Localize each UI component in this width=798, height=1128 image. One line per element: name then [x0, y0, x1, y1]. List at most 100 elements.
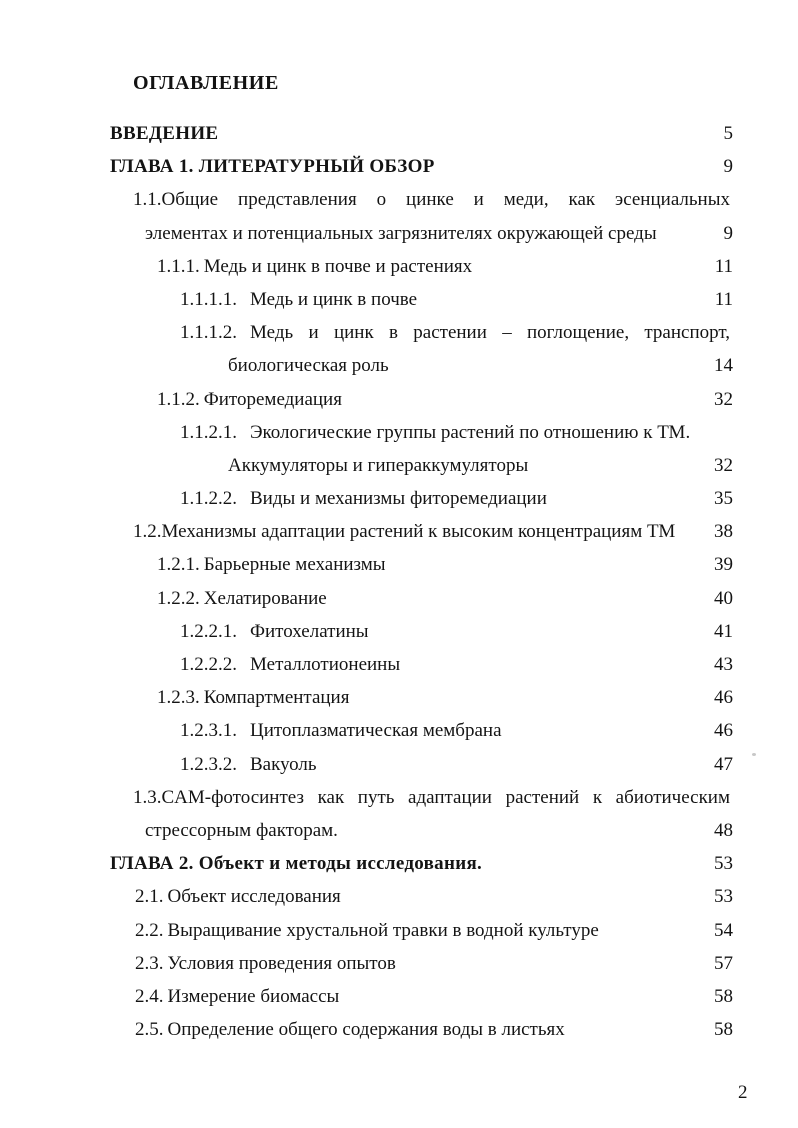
toc-entry-title: Хелатирование	[203, 587, 327, 609]
toc-row-1-3-line2: стрессорным факторам. 48	[0, 814, 798, 847]
toc-entry-title: Виды и механизмы фиторемедиации	[250, 488, 547, 510]
toc-entry-page: 39	[714, 554, 733, 576]
toc-row-1-1-2-1-line2: Аккумуляторы и гипераккумуляторы 32	[0, 449, 798, 482]
toc-entry-title: Измерение биомассы	[167, 985, 340, 1007]
toc-entry-page: 48	[714, 819, 733, 841]
toc-row-2-1: 2.1. Объект исследования 53	[0, 880, 798, 913]
toc-row-2-2: 2.2. Выращивание хрустальной травки в вод…	[0, 914, 798, 947]
toc-row-1-1-2: 1.1.2. Фиторемедиация 32	[0, 383, 798, 416]
toc-row-1-2-3: 1.2.3. Компартментация 46	[0, 681, 798, 714]
toc-entry-page: 11	[714, 288, 733, 310]
toc-entry-number: 1.2.2.	[157, 587, 200, 609]
toc-row-1-1-line2: элементах и потенциальных загрязнителях …	[0, 217, 798, 250]
toc-row-1-1-line1: 1.1.Общие представления о цинке и меди, …	[0, 183, 730, 216]
toc-entry-title: Медь и цинк в растении – поглощение, тра…	[250, 322, 730, 344]
toc-entry-number: 1.2.	[133, 521, 162, 543]
toc-entry-page: 53	[714, 886, 733, 908]
toc-entry-title: Барьерные механизмы	[203, 554, 386, 576]
toc-entry-page: 53	[714, 853, 733, 875]
toc-entry-number: 1.1.2.2.	[180, 488, 237, 510]
toc-entry-page: 54	[714, 919, 733, 941]
toc-entry-number: 1.2.3.	[157, 687, 200, 709]
toc-entry-number: 1.1.2.1.	[180, 421, 237, 443]
toc-entry-page: 46	[714, 720, 733, 742]
toc-entry-title: Выращивание хрустальной травки в водной …	[167, 919, 599, 941]
toc-entry-page: 58	[714, 1019, 733, 1041]
toc-entry-number: 2.4.	[135, 985, 164, 1007]
toc-entry-page: 41	[714, 620, 733, 642]
toc-entry-title: CAM-фотосинтез как путь адаптации растен…	[161, 786, 731, 808]
toc-entry-title: элементах и потенциальных загрязнителях …	[145, 222, 657, 244]
toc-entry-number: 1.1.2.	[157, 388, 200, 410]
toc-heading: ОГЛАВЛЕНИЕ	[133, 72, 279, 94]
toc-row-1-1-1: 1.1.1. Медь и цинк в почве и растениях 11	[0, 250, 798, 283]
toc-entry-number: 1.2.2.2.	[180, 654, 237, 675]
toc-entry-number: 1.2.3.2.	[180, 753, 237, 775]
toc-entry-title: Механизмы адаптации растений к высоким к…	[161, 521, 676, 543]
toc-entry-title: Экологические группы растений по отношен…	[250, 421, 691, 443]
toc-row-1-2-1: 1.2.1. Барьерные механизмы 39	[0, 548, 798, 581]
toc-entry-title: Условия проведения опытов	[167, 952, 396, 974]
toc-row-1-1-1-2-line2: биологическая роль 14	[0, 349, 798, 382]
toc-entry-title: Цитоплазматическая мембрана	[250, 720, 502, 742]
toc-entry-title: ГЛАВА 1. ЛИТЕРАТУРНЫЙ ОБЗОР	[110, 156, 435, 178]
toc-entry-page: 32	[714, 454, 733, 476]
toc-entry-number: 1.1.	[133, 189, 162, 211]
toc-row-1-2-3-1: 1.2.3.1. Цитоплазматическая мембрана 46	[0, 714, 798, 747]
toc-entry-page: 40	[714, 587, 733, 609]
toc-entry-page: 38	[714, 521, 733, 543]
toc-entry-title: Медь и цинк в почве	[250, 288, 418, 310]
scan-speck-artifact	[752, 753, 756, 756]
toc-entry-page: 9	[723, 156, 734, 178]
toc-row-1-1-2-2: 1.1.2.2. Виды и механизмы фиторемедиации 3…	[0, 482, 798, 515]
toc-entry-title: Аккумуляторы и гипераккумуляторы	[228, 454, 529, 476]
page-number: 2	[738, 1082, 748, 1103]
toc-row-2-5: 2.5. Определение общего содержания воды в…	[0, 1013, 798, 1046]
toc-entry-number: 2.5.	[135, 1019, 164, 1041]
toc-entry-title: Общие представления о цинке и меди, как …	[161, 189, 731, 211]
toc-row-1-2-2-1: 1.2.2.1. Фитохелатины 41	[0, 615, 798, 648]
toc-list: ВВЕДЕНИЕ 5 ГЛАВА 1. ЛИТЕРАТУРНЫЙ ОБЗОР 9 1…	[0, 117, 798, 1046]
toc-entry-page: 11	[714, 255, 733, 277]
toc-entry-number: 1.2.3.1.	[180, 720, 237, 742]
toc-entry-title: ВВЕДЕНИЕ	[110, 123, 219, 144]
toc-entry-page: 5	[723, 123, 734, 144]
toc-entry-title: биологическая роль	[228, 355, 389, 377]
toc-row-1-3-line1: 1.3.CAM-фотосинтез как путь адаптации ра…	[0, 781, 730, 814]
toc-row-2-3: 2.3. Условия проведения опытов 57	[0, 947, 798, 980]
toc-row-1-1-1-1: 1.1.1.1. Медь и цинк в почве 11	[0, 283, 798, 316]
toc-entry-title: Определение общего содержания воды в лис…	[167, 1019, 565, 1041]
toc-entry-page: 35	[714, 488, 733, 510]
toc-entry-number: 1.2.2.1.	[180, 620, 237, 642]
toc-entry-page: 58	[714, 985, 733, 1007]
toc-row-1-2: 1.2.Механизмы адаптации растений к высок…	[0, 515, 798, 548]
toc-entry-number: 1.1.1.	[157, 255, 200, 277]
toc-row-chapter-1: ГЛАВА 1. ЛИТЕРАТУРНЫЙ ОБЗОР 9	[0, 150, 798, 183]
toc-row-1-1-2-1-line1: 1.1.2.1. Экологические группы растений по…	[0, 416, 798, 449]
toc-row-1-2-2-2: 1.2.2.2. Металлотионеины 43	[0, 648, 798, 681]
toc-row-1-1-1-2-line1: 1.1.1.2. Медь и цинк в растении – поглоще…	[0, 316, 730, 349]
toc-entry-number: 2.2.	[135, 919, 164, 941]
toc-entry-number: 1.3.	[133, 786, 162, 808]
toc-entry-title: Компартментация	[203, 687, 350, 709]
toc-entry-number: 1.2.1.	[157, 554, 200, 576]
toc-row-2-4: 2.4. Измерение биомассы 58	[0, 980, 798, 1013]
toc-entry-page: 46	[714, 687, 733, 709]
toc-entry-number: 1.1.1.2.	[180, 322, 237, 344]
toc-entry-page: 43	[714, 654, 733, 675]
toc-entry-title: Вакуоль	[250, 753, 317, 775]
toc-entry-number: 2.3.	[135, 952, 164, 974]
toc-row-1-2-2: 1.2.2. Хелатирование 40	[0, 582, 798, 615]
toc-entry-title: ГЛАВА 2. Объект и методы исследования.	[110, 853, 483, 875]
toc-entry-number: 2.1.	[135, 886, 164, 908]
toc-entry-page: 9	[723, 222, 734, 244]
toc-entry-page: 47	[714, 753, 733, 775]
toc-entry-page: 57	[714, 952, 733, 974]
toc-entry-page: 14	[714, 355, 733, 377]
toc-row-vvedenie: ВВЕДЕНИЕ 5	[0, 117, 798, 150]
toc-entry-title: Фитохелатины	[250, 620, 369, 642]
toc-entry-title: Медь и цинк в почве и растениях	[203, 255, 473, 277]
toc-entry-title: Фиторемедиация	[203, 388, 342, 410]
toc-entry-number: 1.1.1.1.	[180, 288, 237, 310]
